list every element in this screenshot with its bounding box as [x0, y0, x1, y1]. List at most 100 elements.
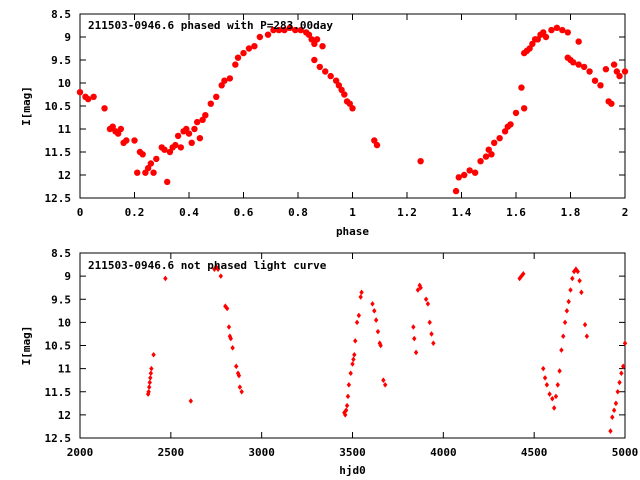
data-point	[226, 324, 232, 330]
data-point	[193, 118, 201, 126]
data-point	[308, 36, 315, 43]
data-point	[256, 33, 264, 41]
unphased-light-curve-plot: 2000 2500 3000 3500 4000 4500 5000 8.5 9 9.5 10 10.…	[20, 247, 638, 477]
data-point	[341, 91, 348, 98]
data-point	[346, 382, 352, 388]
data-point	[213, 93, 220, 101]
data-point	[142, 169, 149, 176]
y-tick-label: 11	[58, 363, 72, 376]
data-point	[166, 148, 174, 156]
data-point	[608, 100, 615, 107]
data-point	[313, 36, 321, 43]
data-point	[114, 130, 122, 137]
data-point	[164, 178, 171, 186]
data-point	[551, 405, 557, 411]
data-point	[561, 333, 566, 340]
data-point	[228, 335, 233, 342]
data-point	[429, 331, 434, 337]
data-point	[305, 31, 313, 38]
x-tick-label: 2	[622, 206, 629, 219]
data-point	[207, 100, 214, 107]
data-point	[327, 72, 334, 80]
data-point	[144, 164, 152, 172]
phased-light-curve-plot: 0 0.2 0.4 0.6 0.8 1 1.2 1.4 1.6 1.8 2 8.5 9 9.5 10 10.5…	[20, 8, 628, 238]
data-point	[281, 26, 288, 34]
data-point	[526, 45, 533, 52]
data-point	[591, 77, 599, 84]
data-point	[485, 146, 492, 153]
data-point	[555, 382, 560, 388]
data-point	[466, 167, 473, 174]
data-point	[145, 391, 151, 397]
data-point	[349, 105, 356, 112]
data-point	[286, 24, 294, 31]
data-point	[519, 273, 524, 279]
data-point	[332, 77, 340, 84]
y-tick-label: 8.5	[51, 247, 71, 260]
data-point	[215, 266, 221, 272]
data-point	[564, 29, 571, 36]
data-point	[174, 132, 182, 140]
data-point	[559, 26, 566, 34]
data-point	[322, 68, 329, 75]
data-point	[534, 36, 541, 43]
data-point	[134, 169, 141, 176]
unphased-plot-ticks: 2000 2500 3000 3500 4000 4500 5000 8.5 9 9.5 10 10.…	[45, 247, 639, 459]
data-point	[147, 160, 155, 167]
data-point	[139, 151, 146, 158]
data-point	[338, 86, 345, 94]
x-tick-label: 3500	[339, 446, 366, 459]
data-point	[370, 301, 375, 307]
data-point	[161, 146, 168, 153]
data-point	[564, 308, 570, 314]
data-point	[359, 289, 364, 296]
data-point	[354, 319, 360, 326]
data-point	[619, 370, 624, 377]
data-point	[146, 388, 151, 395]
data-point	[264, 31, 272, 38]
data-point	[343, 407, 349, 414]
data-point	[221, 77, 228, 84]
data-point	[512, 109, 520, 117]
data-point	[319, 43, 326, 50]
data-point	[381, 377, 386, 383]
x-tick-label: 2500	[158, 446, 185, 459]
data-point	[586, 68, 593, 75]
data-point	[199, 116, 206, 124]
data-point	[117, 125, 125, 133]
data-point	[577, 277, 582, 284]
data-point	[491, 139, 498, 146]
data-point	[575, 268, 580, 275]
data-point	[234, 363, 239, 370]
data-point	[84, 95, 92, 103]
data-point	[582, 321, 588, 328]
data-point	[613, 400, 619, 407]
data-point	[566, 298, 571, 305]
y-tick-label: 12.5	[45, 432, 72, 445]
data-point	[227, 333, 233, 340]
data-point	[196, 135, 204, 142]
data-point	[346, 100, 353, 107]
data-point	[344, 402, 350, 409]
data-point	[375, 328, 381, 335]
data-point	[240, 49, 247, 57]
data-point	[353, 338, 358, 344]
data-point	[218, 273, 223, 279]
unphased-plot-x-axis-title: hjd0	[339, 464, 366, 477]
data-point	[621, 68, 629, 75]
data-point	[131, 137, 138, 144]
data-point	[151, 351, 156, 358]
data-point	[123, 137, 130, 144]
data-point	[568, 287, 573, 293]
data-point	[520, 105, 528, 112]
phased-plot-y-axis-title: I[mag]	[20, 86, 33, 126]
phased-plot-x-axis-title: phase	[336, 225, 369, 238]
data-point	[521, 271, 526, 277]
data-point	[351, 356, 356, 363]
data-point	[237, 384, 243, 390]
y-tick-label: 9	[64, 270, 71, 283]
data-point	[378, 342, 383, 349]
unphased-plot-points	[145, 264, 628, 434]
data-point	[610, 61, 618, 68]
data-point	[417, 158, 424, 165]
